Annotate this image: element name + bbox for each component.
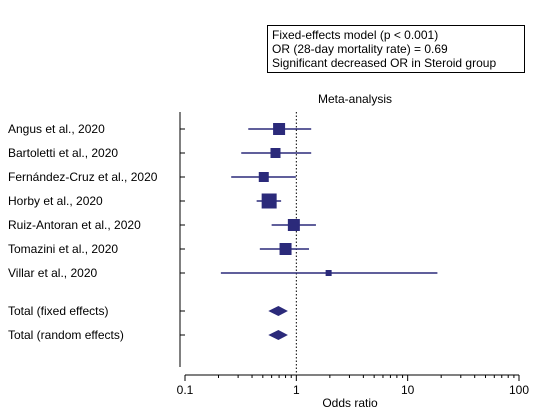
study-label: Angus et al., 2020 bbox=[8, 122, 105, 136]
x-tick-label: 0.1 bbox=[177, 383, 194, 397]
pooled-diamond bbox=[268, 330, 288, 340]
study-label: Villar et al., 2020 bbox=[8, 266, 97, 280]
x-tick-label: 10 bbox=[401, 383, 415, 397]
study-label: Bartoletti et al., 2020 bbox=[8, 146, 118, 160]
chart-title: Meta-analysis bbox=[317, 92, 393, 106]
x-tick-label: 100 bbox=[509, 383, 529, 397]
study-label: Tomazini et al., 2020 bbox=[8, 242, 118, 256]
legend-box: Fixed-effects model (p < 0.001) OR (28-d… bbox=[267, 25, 525, 73]
legend-line-model: Fixed-effects model (p < 0.001) bbox=[272, 28, 439, 42]
effect-marker bbox=[279, 243, 292, 255]
total-label: Total (random effects) bbox=[8, 328, 124, 342]
effect-marker bbox=[270, 148, 281, 158]
legend-line-or: OR (28-day mortality rate) = 0.69 bbox=[272, 42, 448, 56]
study-label: Fernández-Cruz et al., 2020 bbox=[8, 170, 158, 184]
effect-marker bbox=[273, 123, 286, 135]
study-label: Horby et al., 2020 bbox=[8, 194, 103, 208]
study-label: Ruiz-Antoran et al., 2020 bbox=[8, 218, 141, 232]
total-label: Total (fixed effects) bbox=[8, 304, 109, 318]
effect-marker bbox=[287, 219, 300, 231]
legend-line-conclusion: Significant decreased OR in Steroid grou… bbox=[272, 56, 497, 70]
effect-marker bbox=[325, 270, 332, 276]
effect-marker bbox=[261, 193, 277, 209]
pooled-diamond bbox=[268, 306, 288, 316]
effect-marker bbox=[258, 172, 269, 182]
x-axis-label: Odds ratio bbox=[322, 396, 378, 410]
x-tick-label: 1 bbox=[293, 383, 300, 397]
